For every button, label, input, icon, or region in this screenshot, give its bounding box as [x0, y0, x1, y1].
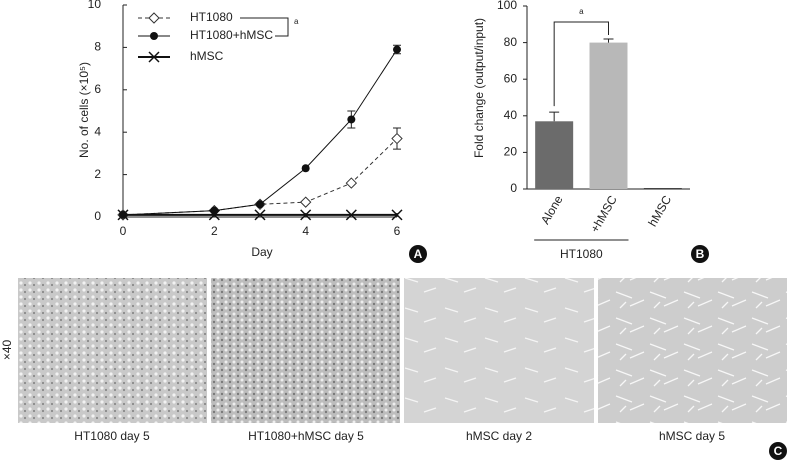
y-tick-label: 4 [94, 124, 101, 138]
marker [148, 51, 160, 63]
y-tick-label: 8 [94, 40, 101, 54]
annotation: a [294, 17, 299, 26]
panel-badge [769, 442, 787, 460]
micrographs: ×40 HT1080 day 5 HT1080+hMSC day 5 hMSC … [0, 278, 787, 460]
bar [589, 42, 628, 189]
y-tick-label: 80 [504, 35, 518, 49]
marker [345, 209, 357, 221]
y-tick-label: 20 [504, 145, 518, 159]
x-tick-label: 6 [394, 224, 401, 238]
y-tick-label: 10 [88, 0, 102, 11]
caption: HT1080+hMSC day 5 [248, 429, 364, 443]
annotation: a [579, 7, 584, 16]
panel-badge [691, 245, 709, 263]
marker [208, 209, 220, 221]
x-axis-title: Day [251, 245, 272, 259]
error-bar [549, 111, 560, 122]
marker [347, 115, 356, 124]
legend-label: HT1080 [190, 10, 233, 24]
marker [391, 209, 403, 221]
x-tick-label: hMSC [645, 193, 674, 229]
caption: HT1080 day 5 [74, 429, 150, 443]
panel-label: C [774, 444, 783, 458]
y-tick-label: 100 [497, 0, 517, 12]
marker [210, 206, 219, 215]
error-bar [603, 38, 614, 43]
micrograph [598, 278, 787, 423]
x-tick-label: 4 [302, 224, 309, 238]
x-tick-label: 2 [211, 224, 218, 238]
marker [256, 200, 264, 209]
y-tick-label: 2 [94, 167, 101, 181]
magnification: ×40 [0, 339, 14, 360]
y-axis-title: Fold change (output/input) [472, 18, 486, 158]
micrograph [404, 278, 594, 423]
marker [117, 209, 129, 221]
x-tick-label: +hMSC [588, 193, 620, 235]
micrograph [18, 278, 207, 423]
group-label: HT1080 [560, 247, 603, 261]
marker [150, 32, 158, 40]
bracket [240, 17, 289, 37]
legend-label: hMSC [190, 49, 224, 63]
caption: hMSC day 2 [466, 429, 532, 443]
marker [391, 132, 403, 145]
panel-label: A [414, 247, 423, 261]
marker [254, 209, 266, 221]
y-tick-label: 40 [504, 108, 518, 122]
panel-label: B [696, 247, 705, 261]
y-tick-label: 6 [94, 82, 101, 96]
y-axis-title: No. of cells (×10⁵) [77, 62, 91, 158]
y-tick-label: 0 [510, 181, 517, 195]
marker [299, 196, 312, 208]
panel-badge [409, 245, 427, 263]
y-tick-label: 60 [504, 71, 518, 85]
x-tick-label: Alone [538, 193, 566, 227]
bracket [553, 21, 609, 107]
marker [148, 12, 160, 24]
marker [345, 177, 358, 189]
bar [535, 121, 574, 189]
y-tick-label: 0 [94, 209, 101, 223]
caption: hMSC day 5 [659, 429, 725, 443]
marker [393, 45, 401, 54]
bar [643, 188, 682, 189]
micrograph [211, 278, 400, 423]
x-tick-label: 0 [120, 224, 127, 238]
marker [301, 164, 310, 173]
series-line [122, 49, 398, 216]
marker [300, 209, 312, 221]
legend-label: HT1080+hMSC [190, 28, 273, 42]
